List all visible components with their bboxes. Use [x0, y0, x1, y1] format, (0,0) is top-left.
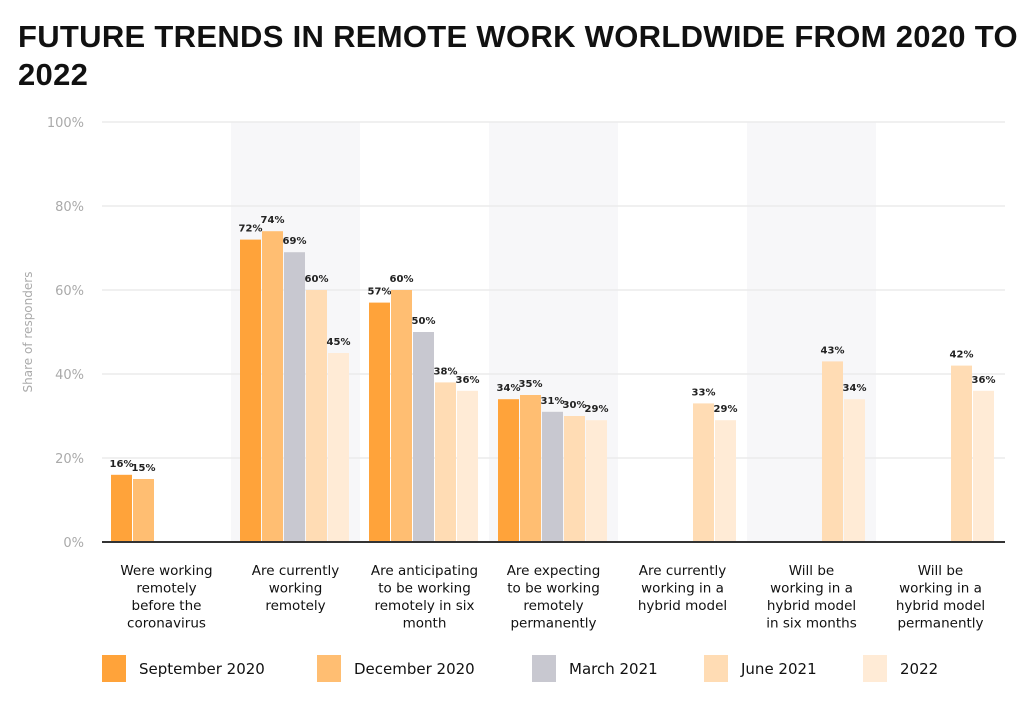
bar: [520, 395, 541, 542]
data-label: 29%: [585, 404, 609, 415]
legend-item: June 2021: [704, 655, 863, 682]
x-tick-label: Are currently working remotely: [252, 563, 340, 614]
data-label: 36%: [972, 375, 996, 386]
legend-label: 2022: [900, 659, 939, 678]
legend-label: September 2020: [139, 659, 265, 678]
bar: [133, 479, 154, 542]
y-tick-label: 80%: [55, 200, 84, 215]
y-tick-label: 40%: [55, 368, 84, 383]
data-label: 74%: [261, 215, 285, 226]
x-tick-label: Will be working in a hybrid model permanent…: [896, 563, 985, 632]
data-label: 35%: [519, 379, 543, 390]
bar: [457, 390, 478, 542]
bar: [564, 416, 585, 542]
bar: [498, 399, 519, 542]
bar: [240, 239, 261, 542]
legend-item: March 2021: [532, 655, 704, 682]
bar: [262, 231, 283, 542]
bar: [284, 252, 305, 542]
legend-swatch: [317, 655, 341, 682]
data-label: 34%: [843, 383, 867, 394]
data-label: 60%: [305, 274, 329, 285]
data-label: 50%: [412, 316, 436, 327]
legend-swatch: [704, 655, 728, 682]
y-tick-label: 100%: [47, 116, 84, 131]
legend-label: March 2021: [569, 659, 658, 678]
bar: [306, 290, 327, 542]
data-label: 72%: [239, 224, 263, 235]
data-label: 57%: [368, 287, 392, 298]
bar: [844, 399, 865, 542]
legend-item: 2022: [863, 655, 963, 682]
x-tick-label: Are anticipating to be working remotely in…: [371, 563, 478, 632]
bar: [435, 382, 456, 542]
y-tick-label: 20%: [55, 452, 84, 467]
data-label: 31%: [541, 396, 565, 407]
data-label: 36%: [456, 375, 480, 386]
legend-swatch: [863, 655, 887, 682]
legend-label: December 2020: [354, 659, 475, 678]
data-label: 29%: [714, 404, 738, 415]
legend: September 2020 December 2020 March 2021 Jun…: [102, 655, 963, 682]
bar: [328, 353, 349, 542]
x-tick-label: Are expecting to be working remotely perman…: [507, 563, 601, 632]
data-label: 33%: [692, 387, 716, 398]
chart-title: FUTURE TRENDS IN REMOTE WORK WORLDWIDE F…: [18, 19, 1018, 92]
bar: [111, 474, 132, 542]
y-tick-label: 0%: [63, 536, 84, 551]
bar: [951, 365, 972, 542]
data-label: 45%: [327, 337, 351, 348]
bar: [586, 420, 607, 542]
bar: [413, 332, 434, 542]
data-label: 15%: [132, 463, 156, 474]
bar: [693, 403, 714, 542]
legend-item: September 2020: [102, 655, 317, 682]
y-tick-label: 60%: [55, 284, 84, 299]
x-tick-label: Were working remotely before the coronaviru…: [120, 563, 212, 632]
x-tick-label: Will be working in a hybrid model in six mo…: [766, 563, 857, 632]
x-tick-label: Are currently working in a hybrid model: [638, 563, 727, 614]
legend-item: December 2020: [317, 655, 532, 682]
data-label: 30%: [563, 400, 587, 411]
data-label: 60%: [390, 274, 414, 285]
y-axis-label: Share of responders: [21, 272, 35, 393]
bar: [542, 411, 563, 542]
data-label: 43%: [821, 345, 845, 356]
data-label: 16%: [110, 459, 134, 470]
data-label: 38%: [434, 366, 458, 377]
legend-label: June 2021: [741, 659, 817, 678]
bar: [822, 361, 843, 542]
legend-swatch: [102, 655, 126, 682]
data-label: 69%: [283, 236, 307, 247]
bar: [715, 420, 736, 542]
data-label: 34%: [497, 383, 521, 394]
bar: [973, 390, 994, 542]
bar: [391, 290, 412, 542]
bar: [369, 302, 390, 542]
data-label: 42%: [950, 350, 974, 361]
legend-swatch: [532, 655, 556, 682]
